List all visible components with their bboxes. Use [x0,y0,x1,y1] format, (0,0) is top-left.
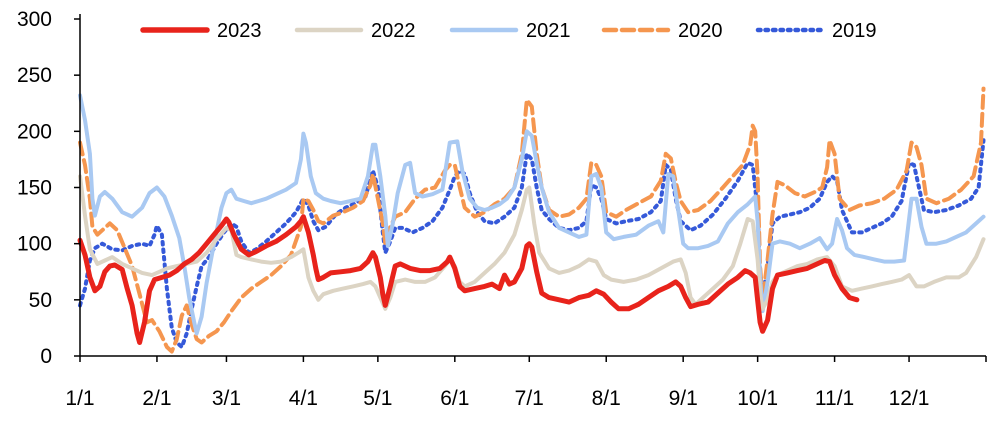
x-tick-label: 1/1 [65,387,94,410]
x-tick-label: 5/1 [363,387,392,410]
x-tick-label: 10/1 [737,387,778,410]
x-tick-label: 11/1 [815,387,854,410]
legend: 2023 2022 2021 2020 2019 [140,20,877,42]
axes: 0 50 100 150 200 250 300 1/1 2/1 3/1 4/1 5/1 6/1 7/1 8… [17,8,987,410]
legend-label-2019: 2019 [832,20,877,42]
legend-label-2020: 2020 [678,20,723,42]
series-line-2023 [77,214,860,345]
legend-label-2022: 2022 [371,20,416,42]
y-tick-label: 50 [29,289,52,312]
series-line-2019 [78,138,986,349]
x-tick-label: 7/1 [515,387,544,410]
series-line-2021 [78,93,986,336]
y-tick-label: 300 [17,8,52,31]
y-tick-label: 250 [17,64,52,87]
x-tick-label: 3/1 [212,387,241,410]
x-tick-label: 4/1 [289,387,318,410]
x-tick-label: 12/1 [889,387,930,410]
series-line-2022 [78,174,986,311]
y-tick-label: 0 [40,345,52,368]
y-tick-label: 150 [17,177,52,200]
series-layer [77,86,986,354]
y-tick-label: 200 [17,120,52,143]
legend-label-2021: 2021 [526,20,571,42]
x-tick-label: 6/1 [440,387,469,410]
x-tick-label: 8/1 [592,387,621,410]
x-tick-label: 2/1 [142,387,171,410]
y-tick-label: 100 [17,233,52,256]
legend-label-2023: 2023 [217,20,262,42]
x-tick-label: 9/1 [669,387,698,410]
